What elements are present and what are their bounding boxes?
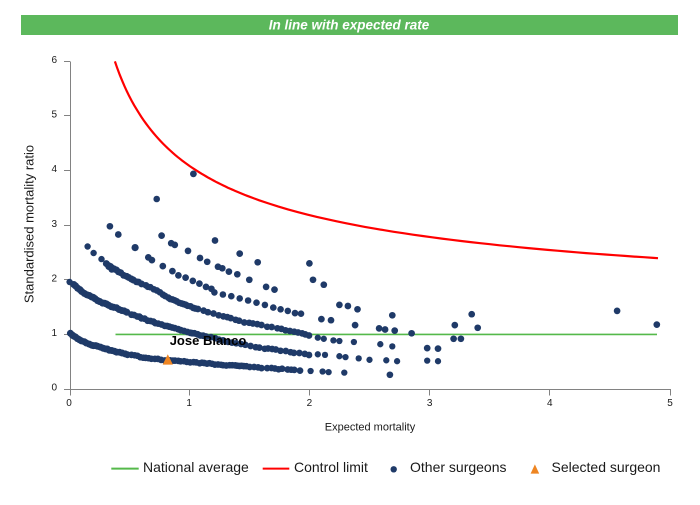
svg-text:Other surgeons: Other surgeons bbox=[410, 459, 507, 475]
svg-text:5: 5 bbox=[667, 398, 673, 409]
svg-text:Expected mortality: Expected mortality bbox=[325, 422, 416, 434]
svg-text:0: 0 bbox=[66, 398, 72, 409]
svg-text:6: 6 bbox=[51, 55, 57, 66]
svg-text:3: 3 bbox=[51, 219, 57, 230]
svg-text:4: 4 bbox=[51, 164, 57, 175]
svg-text:National average: National average bbox=[143, 459, 249, 475]
svg-text:2: 2 bbox=[51, 273, 57, 284]
svg-text:1: 1 bbox=[51, 328, 57, 339]
svg-text:2: 2 bbox=[307, 398, 313, 409]
svg-text:Selected surgeon: Selected surgeon bbox=[552, 459, 661, 475]
svg-text:Control limit: Control limit bbox=[294, 459, 368, 475]
svg-text:In line with expected rate: In line with expected rate bbox=[269, 18, 430, 33]
svg-text:Jose Blanco: Jose Blanco bbox=[170, 333, 247, 348]
svg-text:3: 3 bbox=[427, 398, 433, 409]
svg-text:4: 4 bbox=[547, 398, 553, 409]
svg-text:5: 5 bbox=[51, 110, 57, 121]
svg-text:Standardised mortality ratio: Standardised mortality ratio bbox=[22, 145, 37, 303]
svg-text:1: 1 bbox=[186, 398, 192, 409]
svg-text:0: 0 bbox=[51, 383, 57, 394]
